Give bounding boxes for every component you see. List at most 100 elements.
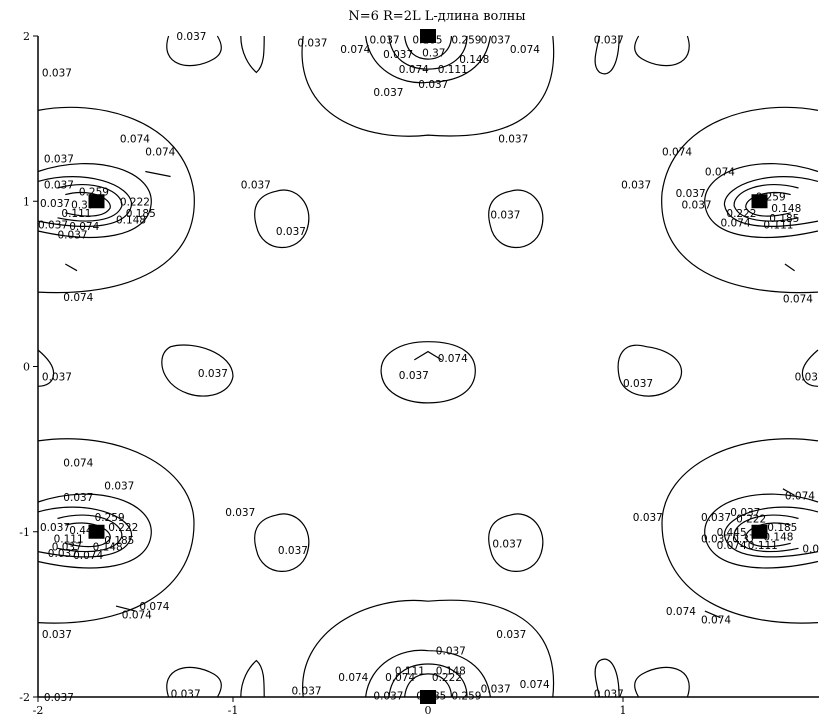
contour-label: 0.037 xyxy=(436,646,466,658)
contour-label: 0.185 xyxy=(769,213,799,225)
contour-line-0.037 xyxy=(37,349,55,387)
contour-line-0.185 xyxy=(65,191,111,217)
contour-label: 0.148 xyxy=(116,214,146,226)
contour-label: 0.037 xyxy=(278,545,308,557)
contour-line-0.037 xyxy=(302,599,555,698)
contour-label: 0.074 xyxy=(399,64,429,76)
contour-label: 0.037 xyxy=(40,522,70,534)
contour-line-0.037 xyxy=(661,106,819,294)
contour-line-0.037 xyxy=(240,35,265,74)
contour-line-0.037 xyxy=(594,658,620,698)
contour-label: 0.111 xyxy=(61,208,91,220)
contour-label: 0.037 xyxy=(795,371,819,383)
contour-line-0.111 xyxy=(723,506,819,558)
source-marker xyxy=(751,194,768,209)
source-marker xyxy=(751,524,768,539)
contour-label: 0.037 xyxy=(496,629,526,641)
contour-label: 0.148 xyxy=(436,666,466,678)
contour-label: 0.037 xyxy=(63,492,93,504)
contour-label: 0.148 xyxy=(771,203,801,215)
contour-label: 0.037 xyxy=(701,533,731,545)
contour-label: 0.037 xyxy=(42,371,72,383)
contour-line-0.074 xyxy=(704,610,721,619)
contour-label: 0.037 xyxy=(623,378,653,390)
chart-title: N=6 R=2L L-длина волны xyxy=(348,9,525,24)
contour-label: 0.074 xyxy=(705,167,735,179)
contour-label: 0.074 xyxy=(510,44,540,56)
contour-label: 0.074 xyxy=(139,601,169,613)
contour-label: 0.222 xyxy=(108,522,138,534)
contour-label: 0.037 xyxy=(373,87,403,99)
contour-label: 0.037 xyxy=(633,512,663,524)
y-tick-label: -2 xyxy=(19,691,30,704)
contour-label: 0.074 xyxy=(666,606,696,618)
contour-label: 0.074 xyxy=(338,672,368,684)
contour-line-0.111 xyxy=(37,506,133,558)
contour-label: 0.074 xyxy=(721,218,751,230)
contour-line-0.074 xyxy=(704,163,819,238)
x-tick-label: 0 xyxy=(425,704,432,717)
contour-label: 0.148 xyxy=(459,54,489,66)
contour-label: 0.148 xyxy=(93,542,123,554)
source-marker xyxy=(88,524,105,539)
contour-line-0.185 xyxy=(745,191,791,217)
contour-label: 0.037 xyxy=(676,188,706,200)
contour-label: 0.037 xyxy=(802,543,819,555)
contour-line-0.037 xyxy=(37,438,195,624)
contour-label: 0.037 xyxy=(52,542,82,554)
contour-label: 0.037 xyxy=(498,134,528,146)
contour-label: 0.074 xyxy=(340,44,370,56)
contour-line-0.037 xyxy=(380,341,476,404)
contour-line-0.037 xyxy=(488,513,544,572)
contour-label: 0.037 xyxy=(481,34,511,46)
contour-line-0.111 xyxy=(388,663,468,698)
contour-line-0.148 xyxy=(404,673,452,698)
contour-line-0.037 xyxy=(801,349,819,387)
contour-label: 0.037 xyxy=(490,210,520,222)
contour-label: 0.111 xyxy=(438,64,468,76)
contour-label: 0.037 xyxy=(198,368,228,380)
contour-label: 0.037 xyxy=(44,180,74,192)
contour-line-0.074 xyxy=(145,170,171,178)
contour-line-0.148 xyxy=(733,514,799,553)
contour-label: 0.37 xyxy=(422,48,445,60)
contour-label: 0.037 xyxy=(370,34,400,46)
contour-label: 0.074 xyxy=(438,353,468,365)
contour-line-0.074 xyxy=(704,493,819,569)
contour-line-0.185 xyxy=(65,522,111,548)
contour-line-0.148 xyxy=(404,35,452,60)
contour-label: 0.037 xyxy=(594,34,624,46)
contour-line-0.037 xyxy=(166,666,222,698)
contour-label: 0.037 xyxy=(297,38,327,50)
x-tick-label: -1 xyxy=(228,704,239,717)
contour-label: 0.074 xyxy=(385,672,415,684)
contour-line-0.074 xyxy=(65,263,78,272)
contour-line-0.037 xyxy=(166,35,222,67)
contour-line-0.037 xyxy=(161,344,234,397)
contour-label: 0.445 xyxy=(717,527,747,539)
contour-label: 0.037 xyxy=(594,689,624,701)
contour-label: 0.111 xyxy=(395,666,425,678)
contour-label: 0.074 xyxy=(717,540,747,552)
contour-label: 0.037 xyxy=(44,692,74,704)
source-marker xyxy=(420,29,436,43)
contour-label: 0.111 xyxy=(54,533,84,545)
contour-label: 0.148 xyxy=(763,532,793,544)
contour-line-0.074 xyxy=(782,488,795,496)
contour-line-0.185 xyxy=(745,522,791,548)
contour-label: 0.037 xyxy=(42,67,72,79)
contour-label: 0.074 xyxy=(145,147,175,159)
contour-label: 0.37 xyxy=(71,200,94,212)
contour-label: 0.037 xyxy=(104,481,134,493)
contour-line-0.037 xyxy=(634,666,690,698)
contour-line-0.037 xyxy=(254,189,310,249)
contour-label: 0.074 xyxy=(520,679,550,691)
source-marker xyxy=(88,194,105,209)
contour-label: 0.037 xyxy=(241,180,271,192)
contour-label: 0.037 xyxy=(481,684,511,696)
contour-label: 0.222 xyxy=(726,208,756,220)
contour-line-0.148 xyxy=(57,514,123,553)
contour-label: 0.074 xyxy=(662,147,692,159)
